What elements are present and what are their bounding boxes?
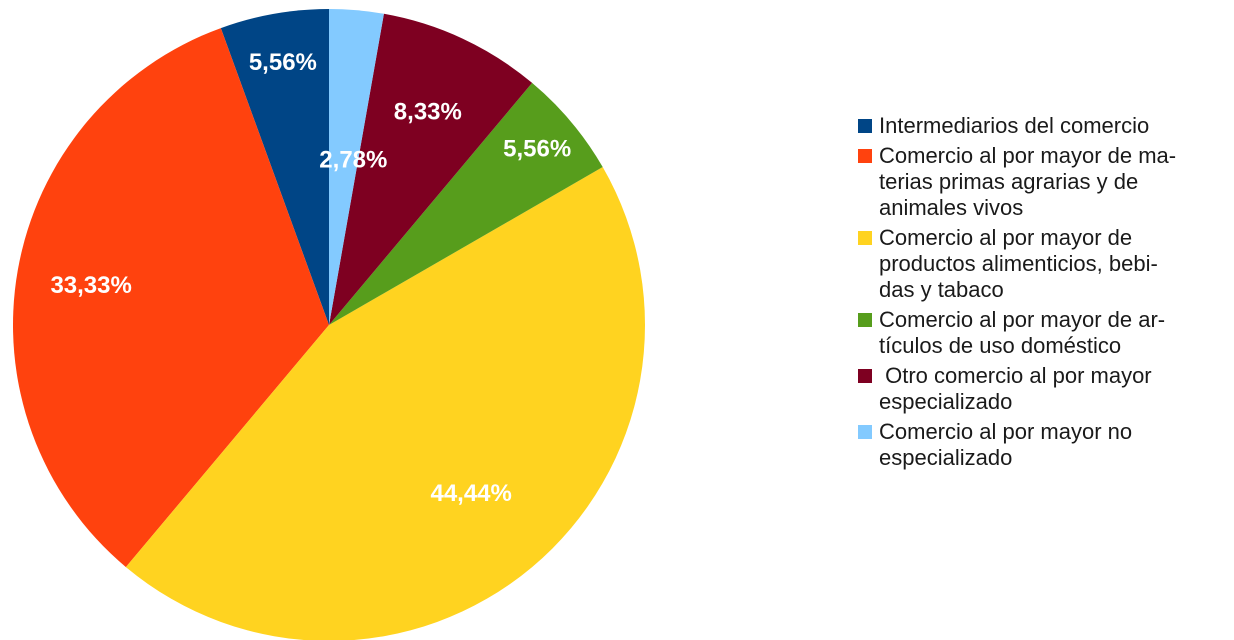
pie-slice <box>220 9 329 325</box>
data-label: 2,78% <box>319 147 387 174</box>
data-label: 44,44% <box>430 480 511 507</box>
legend-item: Comercio al por mayor de productos alimen… <box>858 225 1218 303</box>
legend-swatch <box>858 231 872 245</box>
pie-slice <box>329 13 533 326</box>
legend-item: Comercio al por mayor no especializado <box>858 419 1218 471</box>
legend-item: Comercio al por mayor de ar-tículos de u… <box>858 307 1218 359</box>
legend-swatch <box>858 119 872 133</box>
legend-swatch <box>858 149 872 163</box>
data-label: 33,33% <box>50 272 131 299</box>
data-label: 5,56% <box>503 136 571 163</box>
legend-label: Comercio al por mayor de ar-tículos de u… <box>879 307 1166 358</box>
legend-item: Comercio al por mayor de ma-terias prima… <box>858 143 1218 221</box>
legend-swatch <box>858 313 872 327</box>
pie-data-labels: 5,56% 33,33% 44,44% 5,56% 8,33% 2,78% <box>50 49 571 507</box>
legend-label: Comercio al por mayor no especializado <box>879 419 1133 470</box>
pie-slice <box>329 9 384 325</box>
data-label: 5,56% <box>249 49 317 76</box>
legend-label: Comercio al por mayor de productos alimen… <box>879 225 1158 302</box>
pie-slice <box>12 28 330 568</box>
legend-item: Otro comercio al por mayor especializado <box>858 363 1218 415</box>
legend-label: Comercio al por mayor de ma-terias prima… <box>879 143 1177 220</box>
legend-label: Otro comercio al por mayor especializado <box>879 363 1152 414</box>
data-label: 8,33% <box>394 98 462 125</box>
legend-item: Intermediarios del comercio <box>858 113 1218 139</box>
pie-slice <box>125 167 645 640</box>
legend-label: Intermediarios del comercio <box>879 113 1150 138</box>
legend-swatch <box>858 425 872 439</box>
chart-legend: Intermediarios del comercio Comercio al p… <box>858 113 1218 475</box>
legend-swatch <box>858 369 872 383</box>
pie-slice <box>329 82 603 326</box>
pie-slices <box>12 9 645 640</box>
